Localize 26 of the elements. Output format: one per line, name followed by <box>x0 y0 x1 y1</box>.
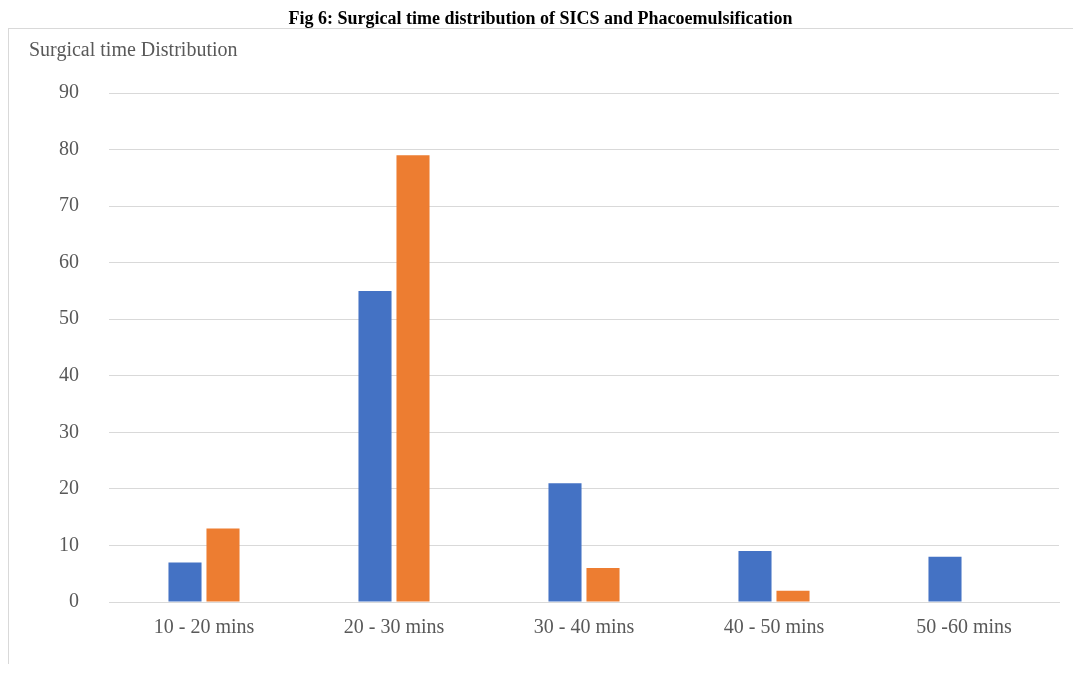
y-tick-label: 40 <box>59 363 79 386</box>
bar <box>586 568 620 602</box>
y-tick-label: 80 <box>59 136 79 159</box>
x-tick-label: 30 - 40 mins <box>533 615 635 638</box>
y-tick-label: 0 <box>69 589 79 612</box>
bar <box>396 155 430 602</box>
y-tick-label: 20 <box>59 476 79 499</box>
bar <box>168 562 202 602</box>
bar <box>548 483 582 602</box>
x-tick-label: 40 - 50 mins <box>723 615 825 638</box>
bar <box>358 290 392 602</box>
caption: Fig 6: Surgical time distribution of SICS and Phacoemulsification <box>287 8 794 28</box>
chart-title: Surgical time Distribution <box>29 38 238 62</box>
bar <box>776 590 810 602</box>
bar <box>206 528 240 602</box>
y-tick-label: 90 <box>59 80 79 103</box>
x-tick-label: 10 - 20 mins <box>153 615 255 638</box>
bar <box>928 556 962 602</box>
x-tick-label: 50 -60 mins <box>916 615 1012 638</box>
y-tick-label: 10 <box>59 532 79 555</box>
y-tick-label: 70 <box>59 193 79 216</box>
x-tick-label: 20 - 30 mins <box>343 615 445 638</box>
y-tick-label: 30 <box>59 419 79 442</box>
bar <box>738 551 772 602</box>
y-tick-label: 60 <box>59 249 79 272</box>
y-tick-label: 50 <box>59 306 79 329</box>
